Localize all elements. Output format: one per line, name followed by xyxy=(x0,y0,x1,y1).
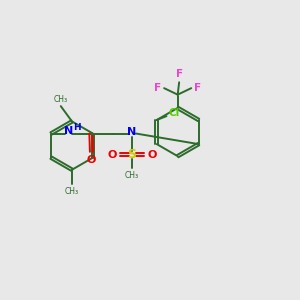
Text: O: O xyxy=(148,150,157,160)
Text: O: O xyxy=(87,155,96,165)
Text: S: S xyxy=(128,148,136,161)
Text: F: F xyxy=(194,83,201,93)
Text: N: N xyxy=(128,127,137,137)
Text: CH₃: CH₃ xyxy=(125,172,139,181)
Text: CH₃: CH₃ xyxy=(65,188,79,196)
Text: O: O xyxy=(107,150,116,160)
Text: Cl: Cl xyxy=(169,108,180,118)
Text: H: H xyxy=(74,122,81,131)
Text: F: F xyxy=(154,83,161,93)
Text: CH₃: CH₃ xyxy=(54,95,68,104)
Text: N: N xyxy=(64,126,74,136)
Text: F: F xyxy=(176,69,183,79)
